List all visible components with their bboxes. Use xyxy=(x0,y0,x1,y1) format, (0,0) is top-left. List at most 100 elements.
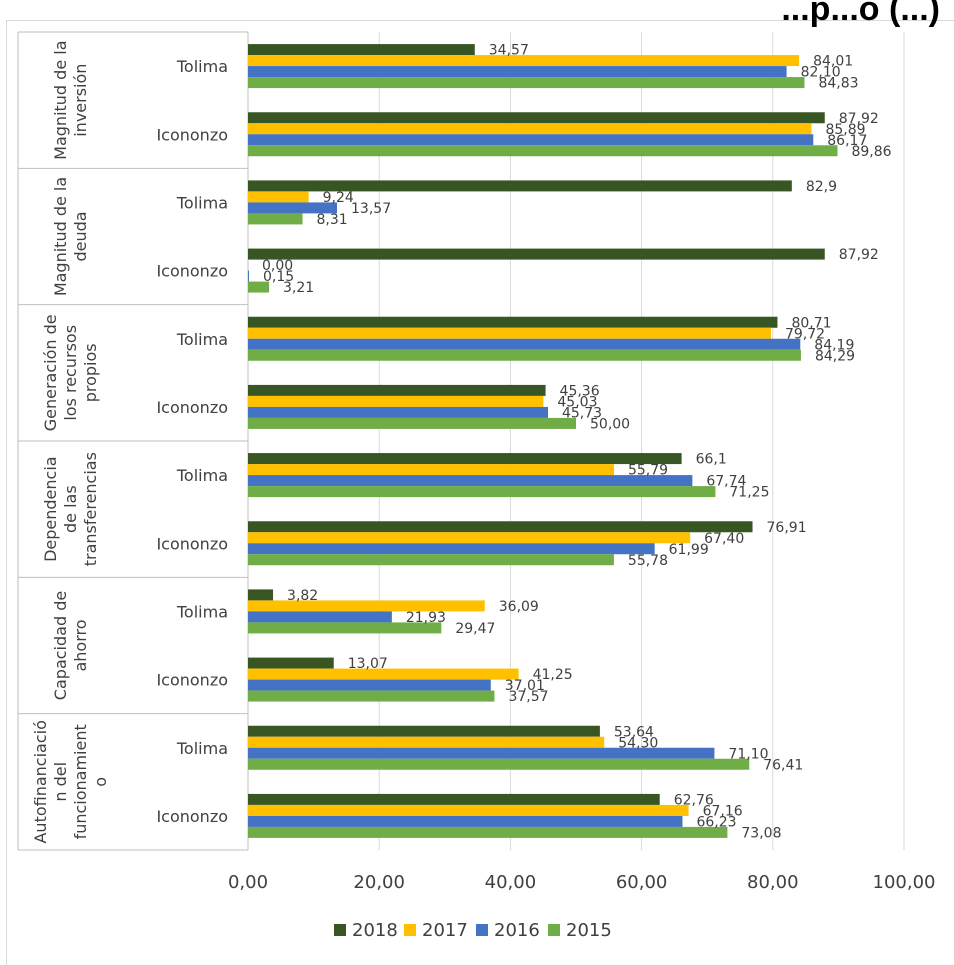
data-label: 66,23 xyxy=(696,814,736,830)
data-label: 0,00 xyxy=(262,258,293,274)
bar xyxy=(248,804,689,816)
data-label: 87,92 xyxy=(839,111,879,127)
x-tick-label: 20,00 xyxy=(353,872,405,893)
bar xyxy=(248,543,655,555)
data-label: 84,29 xyxy=(815,348,855,364)
legend-swatch xyxy=(548,924,560,936)
bar xyxy=(248,826,728,838)
bar xyxy=(248,532,691,544)
data-label: 50,00 xyxy=(590,416,630,432)
data-label: 76,41 xyxy=(763,757,803,773)
bar xyxy=(248,758,750,770)
group-label-line: Magnitud de la xyxy=(51,40,70,159)
bars-layer xyxy=(248,44,838,838)
bar xyxy=(248,270,249,282)
bar xyxy=(248,725,600,737)
data-labels: 34,5784,0182,1084,8387,9285,8986,1789,86… xyxy=(262,43,892,842)
data-label: 85,89 xyxy=(825,122,865,138)
data-label: 79,72 xyxy=(785,326,825,342)
data-label: 55,79 xyxy=(628,463,668,479)
bar xyxy=(248,213,303,225)
bar xyxy=(248,338,801,350)
row-label: Icononzo xyxy=(156,125,228,144)
data-label: 80,71 xyxy=(791,315,831,331)
data-label: 0,15 xyxy=(263,269,294,285)
bar xyxy=(248,736,605,748)
row-label: Tolima xyxy=(176,739,228,758)
bar xyxy=(248,679,491,691)
legend-swatch xyxy=(334,924,346,936)
group-label: Dependenciade lastransferencias xyxy=(41,452,100,566)
data-label: 61,99 xyxy=(669,542,709,558)
bar xyxy=(248,464,614,476)
data-label: 45,36 xyxy=(560,383,600,399)
bar xyxy=(248,77,805,89)
group-label-line: ahorro xyxy=(71,619,90,671)
data-label: 87,92 xyxy=(839,247,879,263)
row-label: Tolima xyxy=(176,466,228,485)
data-label: 82,9 xyxy=(806,179,837,195)
bar xyxy=(248,747,715,759)
legend-swatch xyxy=(476,924,488,936)
group-label: Autofinanciación delfuncionamiento xyxy=(31,720,110,843)
data-label: 67,74 xyxy=(706,474,746,490)
group-label-line: Autofinanciació xyxy=(31,720,50,843)
group-label-line: deuda xyxy=(71,211,90,261)
data-label: 9,24 xyxy=(323,190,354,206)
legend-swatch xyxy=(404,924,416,936)
data-label: 89,86 xyxy=(851,144,891,160)
bar xyxy=(248,55,800,67)
data-label: 73,08 xyxy=(741,825,781,841)
x-tick-label: 40,00 xyxy=(485,872,537,893)
bar xyxy=(248,453,682,465)
bar xyxy=(248,66,787,78)
data-label: 53,64 xyxy=(614,724,654,740)
group-label-line: de las xyxy=(61,485,80,533)
x-tick-label: 0,00 xyxy=(228,872,268,893)
data-label: 67,16 xyxy=(703,803,743,819)
bar xyxy=(248,123,812,135)
data-label: 62,76 xyxy=(674,792,714,808)
group-label-line: los recursos xyxy=(61,325,80,421)
row-label: Tolima xyxy=(176,57,228,76)
bar xyxy=(248,521,753,533)
bar xyxy=(248,191,309,203)
bar xyxy=(248,145,838,157)
row-label: Icononzo xyxy=(156,534,228,553)
bar xyxy=(248,327,771,339)
bar xyxy=(248,134,814,146)
group-label-line: Capacidad de xyxy=(51,591,70,700)
bar xyxy=(248,611,392,623)
group-label-line: Magnitud de la xyxy=(51,177,70,296)
data-label: 82,10 xyxy=(801,65,841,81)
bar xyxy=(248,600,485,612)
chart-title: ...p...o (...) xyxy=(781,0,940,28)
bar xyxy=(248,793,660,805)
bar xyxy=(248,395,544,407)
bar xyxy=(248,486,716,498)
x-tick-label: 100,00 xyxy=(873,872,936,893)
group-label-line: o xyxy=(91,777,110,787)
data-label: 84,83 xyxy=(818,76,858,92)
data-label: 8,31 xyxy=(317,212,348,228)
data-label: 84,01 xyxy=(813,54,853,70)
group-label-line: Dependencia xyxy=(41,456,60,561)
legend-entry: 2015 xyxy=(566,920,612,941)
category-frame xyxy=(17,31,249,851)
bar xyxy=(248,475,693,487)
bar xyxy=(248,281,270,293)
data-label: 34,57 xyxy=(489,43,529,59)
data-label: 13,07 xyxy=(348,656,388,672)
group-label: Generación delos recursospropios xyxy=(41,314,100,431)
row-label: Tolima xyxy=(176,330,228,349)
group-label-line: propios xyxy=(81,343,100,402)
bar xyxy=(248,417,576,429)
bar xyxy=(248,554,614,566)
bar xyxy=(248,202,338,214)
row-label: Icononzo xyxy=(156,262,228,281)
data-label: 45,73 xyxy=(562,405,602,421)
bar xyxy=(248,349,801,361)
row-label: Icononzo xyxy=(156,671,228,690)
